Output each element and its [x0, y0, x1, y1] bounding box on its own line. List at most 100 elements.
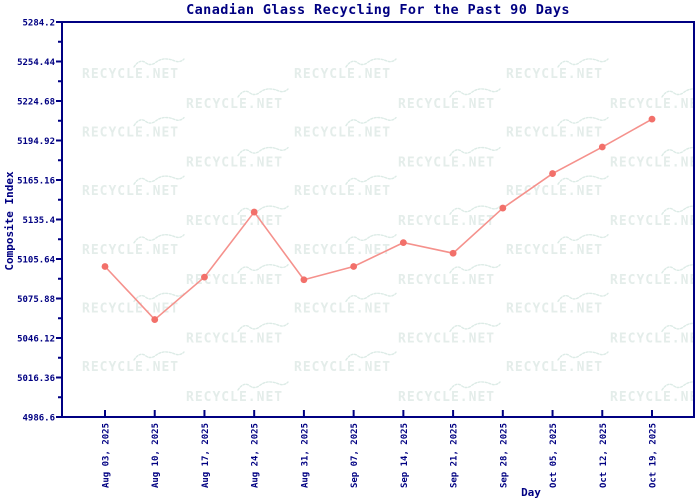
watermark-text: RECYCLE.NET	[506, 67, 603, 82]
watermark-text: RECYCLE.NET	[398, 214, 495, 229]
y-tick-label: 5075.88	[17, 295, 55, 305]
watermark: RECYCLE.NET	[82, 292, 185, 316]
watermark-text: RECYCLE.NET	[398, 331, 495, 346]
data-point-marker	[499, 204, 507, 212]
x-tick-label: Aug 24, 2025	[251, 423, 261, 488]
series-line	[104, 118, 653, 321]
watermark-text: RECYCLE.NET	[186, 331, 283, 346]
watermark-text: RECYCLE.NET	[294, 126, 391, 141]
watermark: RECYCLE.NET	[294, 351, 397, 375]
y-axis-title: Composite Index	[3, 171, 16, 271]
watermark-text: RECYCLE.NET	[186, 390, 283, 405]
watermark: RECYCLE.NET	[186, 381, 289, 405]
data-point-marker	[350, 263, 358, 270]
series-layer	[101, 115, 656, 323]
watermark-text: RECYCLE.NET	[82, 184, 179, 199]
watermark-text: RECYCLE.NET	[398, 156, 495, 171]
watermark-text: RECYCLE.NET	[610, 156, 700, 171]
x-tick-label: Aug 17, 2025	[201, 423, 211, 488]
watermark-text: RECYCLE.NET	[82, 243, 179, 258]
watermark-text: RECYCLE.NET	[398, 97, 495, 112]
watermark-text: RECYCLE.NET	[294, 67, 391, 82]
watermark-text: RECYCLE.NET	[610, 390, 700, 405]
watermark-swoosh-icon	[449, 146, 501, 157]
watermark: RECYCLE.NET	[398, 381, 501, 405]
watermark-swoosh-icon	[661, 146, 694, 157]
watermark-text: RECYCLE.NET	[186, 214, 283, 229]
watermark: RECYCLE.NET	[398, 146, 501, 171]
watermark-swoosh-icon	[345, 292, 397, 303]
x-tick-label: Sep 28, 2025	[499, 423, 509, 488]
watermark-text: RECYCLE.NET	[398, 390, 495, 405]
y-tick-label: 5224.68	[17, 98, 55, 108]
watermark-swoosh-icon	[133, 175, 185, 185]
watermark-swoosh-icon	[345, 175, 397, 185]
watermark: RECYCLE.NET	[610, 264, 700, 288]
watermark-text: RECYCLE.NET	[506, 243, 603, 258]
watermark-text: RECYCLE.NET	[506, 184, 603, 199]
watermark-swoosh-icon	[557, 116, 609, 127]
x-tick-label: Oct 05, 2025	[549, 423, 559, 488]
watermark-swoosh-icon	[557, 351, 609, 361]
watermark-swoosh-icon	[345, 351, 397, 361]
x-tick-label: Sep 21, 2025	[450, 423, 460, 488]
watermark: RECYCLE.NET	[398, 322, 501, 346]
watermark: RECYCLE.NET	[506, 58, 609, 82]
watermark-swoosh-icon	[133, 234, 185, 244]
x-tick-label: Sep 07, 2025	[350, 423, 360, 488]
watermark-text: RECYCLE.NET	[610, 214, 700, 229]
watermark-text: RECYCLE.NET	[398, 273, 495, 288]
watermark-swoosh-icon	[449, 322, 501, 333]
y-tick-label: 5046.12	[17, 335, 55, 345]
data-point-marker	[151, 316, 159, 323]
watermark: RECYCLE.NET	[506, 292, 609, 316]
y-tick-label: 5165.16	[17, 177, 55, 187]
watermark-text: RECYCLE.NET	[610, 273, 700, 288]
watermark-swoosh-icon	[237, 88, 289, 98]
watermark: RECYCLE.NET	[82, 351, 185, 375]
data-point-marker	[449, 249, 457, 257]
watermark-swoosh-icon	[133, 58, 185, 68]
watermark-swoosh-icon	[449, 205, 501, 215]
watermark: RECYCLE.NET	[294, 292, 397, 316]
watermark-text: RECYCLE.NET	[186, 273, 283, 288]
y-tick-label: 5105.64	[17, 256, 56, 266]
watermark-text: RECYCLE.NET	[294, 301, 391, 316]
watermark-text: RECYCLE.NET	[82, 301, 179, 316]
watermark-swoosh-icon	[557, 58, 609, 68]
watermark-text: RECYCLE.NET	[506, 126, 603, 141]
watermark: RECYCLE.NET	[186, 264, 289, 288]
x-axis-title: Day	[521, 486, 541, 499]
watermark: RECYCLE.NET	[506, 351, 609, 375]
watermark-swoosh-icon	[557, 292, 609, 303]
watermark: RECYCLE.NET	[294, 58, 397, 82]
watermark-swoosh-icon	[237, 205, 289, 215]
watermark-swoosh-icon	[133, 116, 185, 127]
y-tick-label: 5284.2	[22, 19, 55, 29]
data-point-marker	[201, 273, 208, 281]
data-point-marker	[598, 143, 606, 151]
x-tick-label: Oct 19, 2025	[649, 423, 659, 488]
watermark-swoosh-icon	[345, 234, 397, 244]
watermark-text: RECYCLE.NET	[82, 67, 179, 82]
data-point-marker	[101, 263, 109, 270]
watermark-swoosh-icon	[237, 146, 289, 157]
watermark-swoosh-icon	[661, 88, 694, 98]
y-tick-label: 4986.6	[22, 414, 55, 424]
watermark-swoosh-icon	[557, 234, 609, 244]
watermark-text: RECYCLE.NET	[610, 97, 700, 112]
data-point-marker	[549, 170, 556, 177]
watermark: RECYCLE.NET	[506, 175, 609, 199]
watermark-swoosh-icon	[133, 292, 185, 303]
x-tick-label: Aug 31, 2025	[300, 423, 310, 488]
watermark-text: RECYCLE.NET	[294, 243, 391, 258]
watermark-text: RECYCLE.NET	[610, 331, 700, 346]
watermark: RECYCLE.NET	[186, 322, 289, 346]
watermark: RECYCLE.NET	[82, 58, 185, 82]
watermark-text: RECYCLE.NET	[186, 156, 283, 171]
watermark-swoosh-icon	[133, 351, 185, 361]
watermark-text: RECYCLE.NET	[506, 360, 603, 375]
watermark-swoosh-icon	[237, 264, 289, 274]
